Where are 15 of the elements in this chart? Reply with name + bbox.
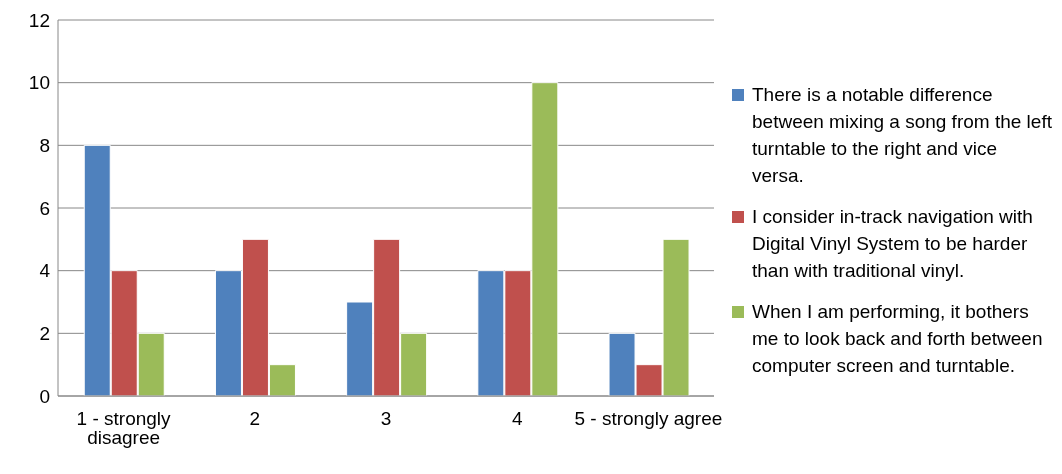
x-tick-label: 4 [511,408,523,430]
y-tick-label: 8 [39,135,50,157]
legend-label: There is a notable difference between mixing a song from the left turntable to the right and vice versa. [752,83,1053,188]
y-tick-label: 0 [39,385,50,407]
y-tick-label: 4 [39,260,51,282]
x-tick-label: 1 - strongly disagree [76,408,172,449]
legend-label: I consider in-track navigation with Digital Vinyl System to be harder than with traditional vinyl. [752,205,1034,283]
x-tick-label: 3 [380,408,392,430]
x-tick-label: 2 [249,408,261,430]
x-tick-label: 5 - strongly agree [574,408,723,430]
y-tick-label: 10 [28,72,50,94]
y-tick-label: 12 [28,9,50,31]
y-tick-label: 2 [39,323,50,345]
legend-label: When I am performing, it bothers me to look back and forth between computer screen and turntable. [752,300,1044,378]
y-tick-label: 6 [39,197,50,219]
